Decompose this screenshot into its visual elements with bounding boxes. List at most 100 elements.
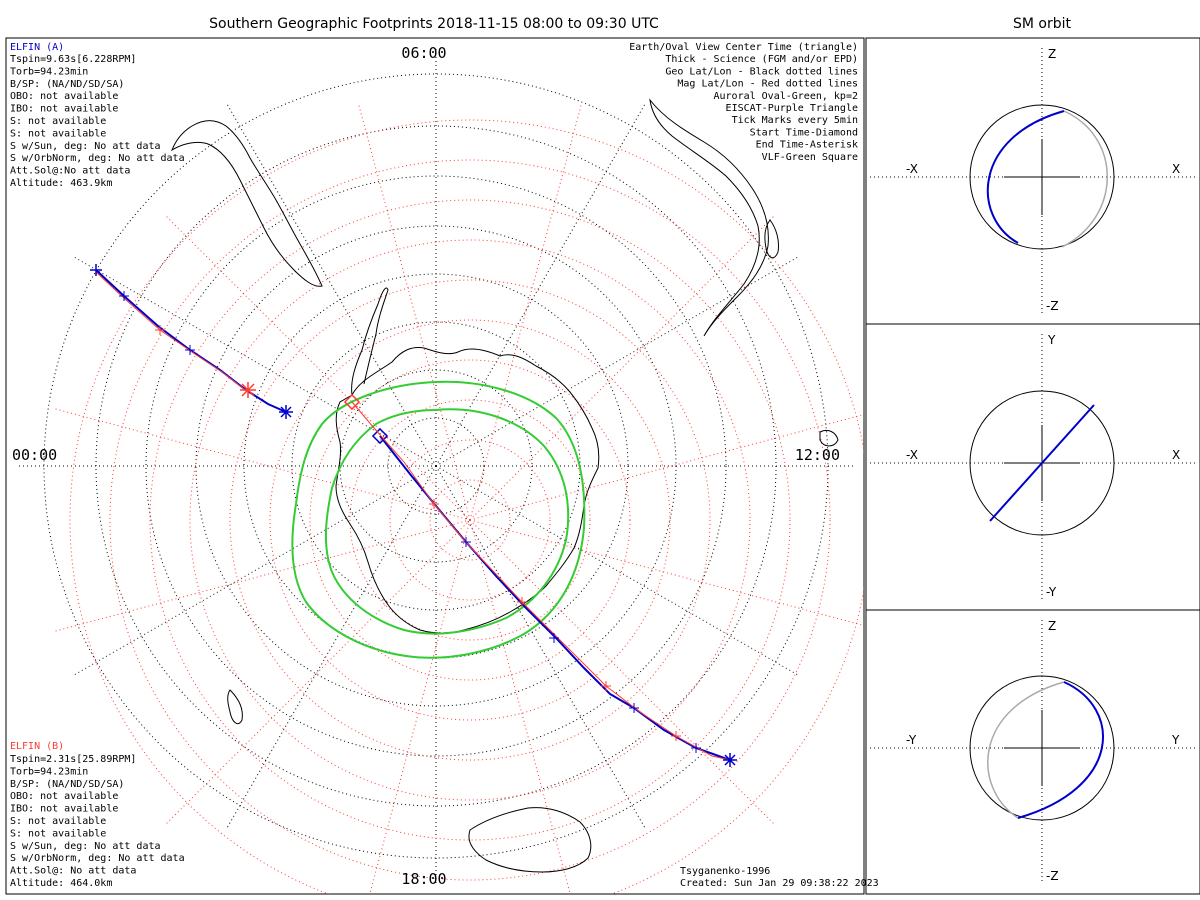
mag-grid [54,104,864,894]
earth-circle [969,104,1115,250]
legend-item: Start Time-Diamond [750,127,858,138]
auroral-oval [291,380,586,659]
elfin-b-name: ELFIN (B) [10,741,64,752]
earth-circle [969,390,1115,536]
elfin-b-info-line: OBO: not available [10,791,118,802]
panel-axis-label: -X [906,448,918,462]
elfin-a-info-line: S w/OrbNorm, deg: No att data [10,153,185,164]
hour-label-top: 06:00 [401,44,446,62]
elfin-b-info-line: Torb=94.23min [10,766,88,777]
elfin-a-end-asterisk [279,405,293,419]
elfin-a-info-line: OBO: not available [10,91,118,102]
mag-meridian [54,519,471,632]
elfin-b-info-line: B/SP: (NA/ND/SD/SA) [10,779,124,790]
legend-item: Mag Lat/Lon - Red dotted lines [677,79,858,90]
legend: Earth/Oval View Center Time (triangle)Th… [629,42,858,163]
end-asterisks [90,264,737,767]
mag-meridian [165,519,471,825]
created-label: Created: Sun Jan 29 09:38:22 2023 [680,878,879,889]
elfin-b-info-line: Altitude: 464.0km [10,878,112,889]
legend-item: End Time-Asterisk [756,140,858,151]
mag-latitude-circle [269,319,671,721]
legend-item: VLF-Green Square [762,152,858,163]
side-title: SM orbit [1013,16,1072,32]
panel-axis-label: Z [1048,619,1056,633]
hour-label-right: 12:00 [795,446,840,464]
sm-orbit-panels: Z -Z -X X Y -Y -X X Z -Z -Y Y [865,37,1200,895]
elfin-a-name: ELFIN (A) [10,42,64,53]
geo-meridian [225,465,437,830]
mag-latitude-circle [109,159,831,881]
south-america-outline [170,120,323,287]
elfin-a-track [95,269,731,761]
australia-outline [468,807,592,873]
mag-meridian [469,215,775,521]
elfin-a-info-line: Torb=94.23min [10,66,88,77]
geo-latitude-circle [145,175,727,757]
legend-item: Earth/Oval View Center Time (triangle) [629,42,858,53]
mag-latitude-circle [69,119,864,894]
elfin-b-lines: Tspin=2.31s[25.89RPM]Torb=94.23min B/SP: … [10,754,185,889]
elfin-b-track-lower [351,401,731,761]
mag-meridian [54,408,471,521]
legend-item: Auroral Oval-Green, kp=2 [714,91,859,102]
antarctic-peninsula-outline [351,287,389,396]
madagascar-outline [764,219,779,259]
mag-meridian [469,519,775,825]
panel-axis-label: -Y [906,733,917,747]
legend-item: EISCAT-Purple Triangle [726,103,858,114]
mag-latitude-circle [349,399,591,641]
elfin-a-info-line: S: not available [10,128,106,139]
legend-item: Tick Marks every 5min [732,115,858,126]
mag-latitude-circle [149,199,791,841]
main-title: Southern Geographic Footprints 2018-11-1… [209,16,659,32]
elfin-b-end-asterisk [240,382,256,398]
mag-latitude-circle [189,239,751,801]
africa-outline [649,98,769,337]
geo-meridian [435,465,647,830]
track-end-asterisk-lower [723,753,737,767]
mag-latitude-circle [429,479,511,561]
hour-label-bottom: 18:00 [401,870,446,888]
geo-meridian [225,102,437,467]
sm-orbit-panel: Z -Z -X X [865,37,1200,325]
elfin-b-track-upper [95,271,249,393]
panel-crosshair [1004,139,1080,215]
elfin-b-track [95,271,731,761]
mag-latitude-circle [309,359,631,681]
new-zealand-outline [227,689,243,725]
panel-axis-label: X [1172,162,1180,176]
elfin-b-info-line: S: not available [10,828,106,839]
mag-meridian [358,519,471,894]
panel-frame [865,323,1200,611]
elfin-b-info-line: S w/Sun, deg: No att data [10,841,161,852]
panel-axis-label: Y [1171,733,1180,747]
elfin-b-info-line: S w/OrbNorm, deg: No att data [10,853,185,864]
legend-item: Thick - Science (FGM and/or EPD) [665,54,858,65]
panel-axis-label: X [1172,448,1180,462]
panel-axis-label: -Z [1046,869,1059,883]
orbit-near-side [1017,681,1104,819]
orbit-line [989,404,1095,522]
polar-map: 06:00 00:00 12:00 18:00 [12,44,864,894]
orbit-far-side [987,681,1065,819]
auroral-oval-inner [324,408,570,635]
elfin-a-lines: Tspin=9.63s[6.228RPM]Torb=94.23min B/SP: … [10,54,185,189]
track-start-asterisk-upper [90,264,102,276]
elfin-b-info: ELFIN (B) Tspin=2.31s[25.89RPM]Torb=94.2… [10,741,185,889]
elfin-b-start-diamond [343,393,361,411]
track-tick-marks [119,291,701,753]
elfin-b-info-line: S: not available [10,816,106,827]
elfin-b-ticks [155,325,681,741]
elfin-a-info-line: IBO: not available [10,104,118,115]
geo-meridian [72,465,437,677]
panel-crosshair [1004,710,1080,786]
geo-meridian [72,255,437,467]
kerguelen-outline [819,429,839,447]
elfin-b-info-line: IBO: not available [10,804,118,815]
elfin-a-ticks [119,291,701,753]
panel-frame [865,609,1200,895]
earth-circle [969,675,1115,821]
panel-frame [865,37,1200,325]
